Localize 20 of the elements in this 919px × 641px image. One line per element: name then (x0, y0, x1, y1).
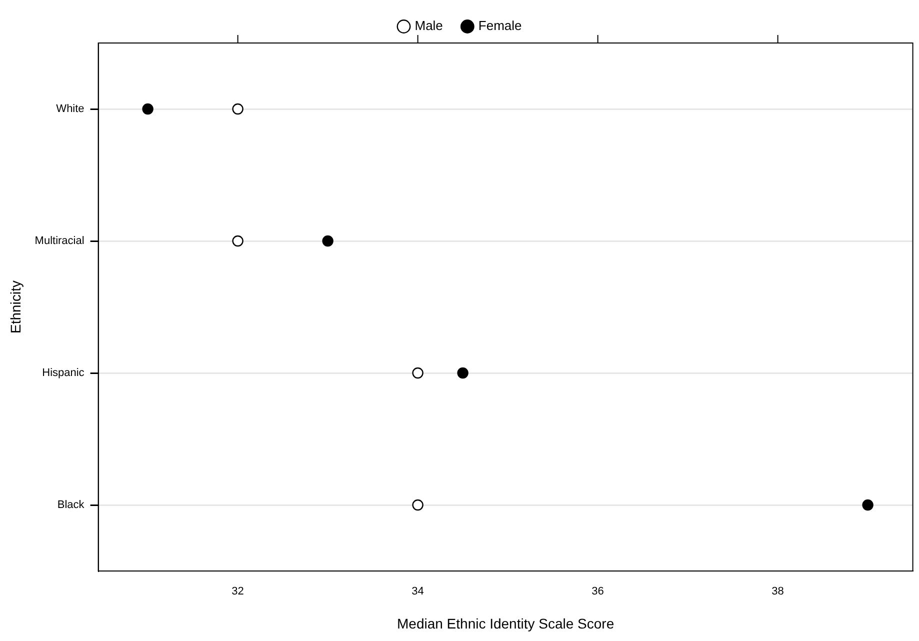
point (862, 499, 874, 511)
legend-label: Male (414, 18, 443, 34)
point (412, 367, 424, 379)
point (232, 103, 244, 115)
point (232, 235, 244, 247)
y-tick-label: Hispanic (42, 367, 85, 380)
y-tick-label: White (56, 103, 84, 116)
point (457, 367, 468, 379)
legend-label: Female (478, 18, 522, 34)
point (412, 499, 424, 511)
x-axis-title: Median Ethnic Identity Scale Score (396, 615, 614, 632)
y-axis-title: Ethnicity (7, 280, 24, 334)
y-tick-label: Black (57, 499, 85, 512)
x-tick-label: 34 (412, 586, 424, 598)
x-tick-label: 32 (232, 586, 244, 598)
x-tick-label: 38 (772, 586, 784, 598)
point (142, 103, 154, 115)
y-tick-label: Multiracial (34, 235, 84, 248)
point (322, 235, 334, 247)
x-tick-label: 36 (592, 586, 604, 598)
